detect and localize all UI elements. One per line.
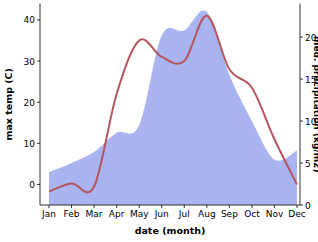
y-tick-label: 0 (29, 180, 35, 190)
y-tick-label: 20 (24, 98, 36, 108)
x-tick-label: Jan (41, 209, 56, 219)
x-tick (229, 205, 230, 208)
y2-tick (300, 163, 303, 164)
y-tick-label: 40 (24, 15, 36, 25)
x-tick (206, 205, 207, 208)
y-axis-title: max temp (C) (3, 68, 14, 140)
y-tick-label: 30 (24, 57, 36, 67)
x-tick-label: Oct (244, 209, 260, 219)
x-tick-label: Apr (109, 209, 125, 219)
x-tick-label: Jun (154, 209, 169, 219)
x-tick (71, 205, 72, 208)
plot-area (49, 10, 297, 205)
x-tick (274, 205, 275, 208)
y2-tick (300, 121, 303, 122)
x-tick-label: Dec (288, 209, 305, 219)
x-tick (161, 205, 162, 208)
x-axis (40, 205, 300, 206)
temperature-line (49, 16, 297, 193)
y2-tick-label: 0 (305, 201, 311, 211)
x-tick (184, 205, 185, 208)
x-tick-label: Aug (198, 209, 216, 219)
x-tick-label: Sep (221, 209, 238, 219)
right-axis (300, 4, 301, 206)
x-tick (49, 205, 50, 208)
y2-tick (300, 205, 303, 206)
y-tick-label: 10 (24, 139, 36, 149)
x-tick-label: Mar (86, 209, 103, 219)
y-tick (37, 143, 40, 144)
y-tick (37, 102, 40, 103)
x-tick-label: Nov (266, 209, 284, 219)
x-tick (297, 205, 298, 208)
x-tick-label: Feb (64, 209, 80, 219)
x-tick (94, 205, 95, 208)
left-axis (40, 4, 41, 206)
x-tick (139, 205, 140, 208)
x-tick (116, 205, 117, 208)
y-tick (37, 19, 40, 20)
y-tick (37, 184, 40, 185)
y2-tick-label: 5 (305, 159, 311, 169)
chart: 01020304005101520JanFebMarAprMayJunJulAu… (0, 0, 318, 242)
y-tick (37, 61, 40, 62)
x-tick-label: May (130, 209, 149, 219)
precipitation-area (49, 10, 297, 205)
y2-tick (300, 37, 303, 38)
y2-tick (300, 79, 303, 80)
x-tick-label: Jul (178, 209, 190, 219)
x-tick (251, 205, 252, 208)
x-axis-title: date (month) (135, 225, 206, 236)
y2-axis-title: med. precipitation (kg/m2) (312, 36, 318, 172)
